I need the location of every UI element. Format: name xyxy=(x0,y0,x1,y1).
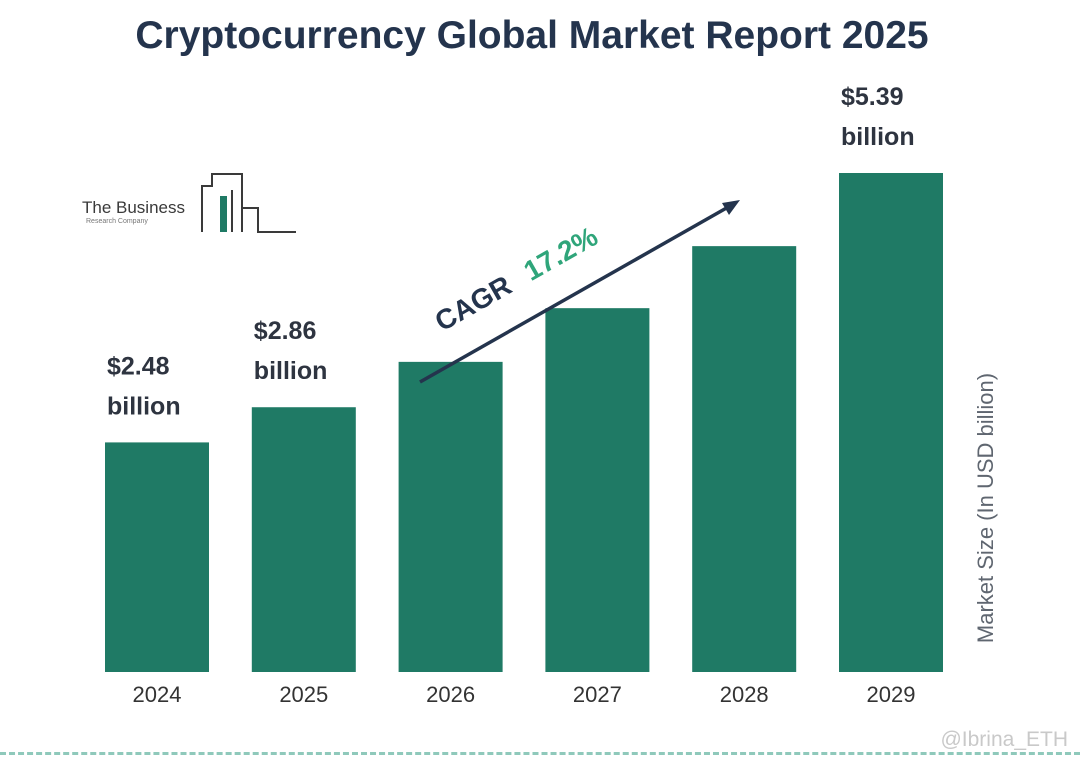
company-logo: The Business Research Company xyxy=(82,170,298,240)
data-label-unit-2025: billion xyxy=(254,357,328,385)
x-tick-2028: 2028 xyxy=(720,682,769,707)
bar-2024 xyxy=(105,442,209,672)
x-tick-2027: 2027 xyxy=(573,682,622,707)
bar-2025 xyxy=(251,407,356,672)
buildings-icon xyxy=(201,173,296,233)
bar-2029 xyxy=(839,173,943,672)
bar-2026 xyxy=(398,361,503,672)
bar-2027 xyxy=(545,308,650,672)
x-tick-2025: 2025 xyxy=(279,682,328,707)
data-label-value-2024: $2.48 xyxy=(107,352,170,380)
cagr-value: 17.2% xyxy=(519,220,603,286)
x-tick-2026: 2026 xyxy=(426,682,475,707)
footer-divider xyxy=(0,752,1080,755)
logo-text: The Business xyxy=(82,198,185,217)
y-axis-label: Market Size (In USD billion) xyxy=(973,373,998,643)
x-tick-2024: 2024 xyxy=(133,682,182,707)
watermark: @Ibrina_ETH xyxy=(940,728,1068,751)
bar-2028 xyxy=(692,246,797,672)
data-label-value-2029: $5.39 xyxy=(841,83,904,111)
logo-subtext: Research Company xyxy=(86,218,148,225)
data-label-unit-2024: billion xyxy=(107,392,181,420)
cagr-arrowhead xyxy=(722,200,740,215)
cagr-arrow xyxy=(419,204,731,384)
cagr-label: CAGR xyxy=(430,270,517,338)
data-label-value-2025: $2.86 xyxy=(254,317,317,345)
x-tick-2029: 2029 xyxy=(867,682,916,707)
data-label-unit-2029: billion xyxy=(841,123,915,151)
chart-title: Cryptocurrency Global Market Report 2025 xyxy=(135,14,929,57)
